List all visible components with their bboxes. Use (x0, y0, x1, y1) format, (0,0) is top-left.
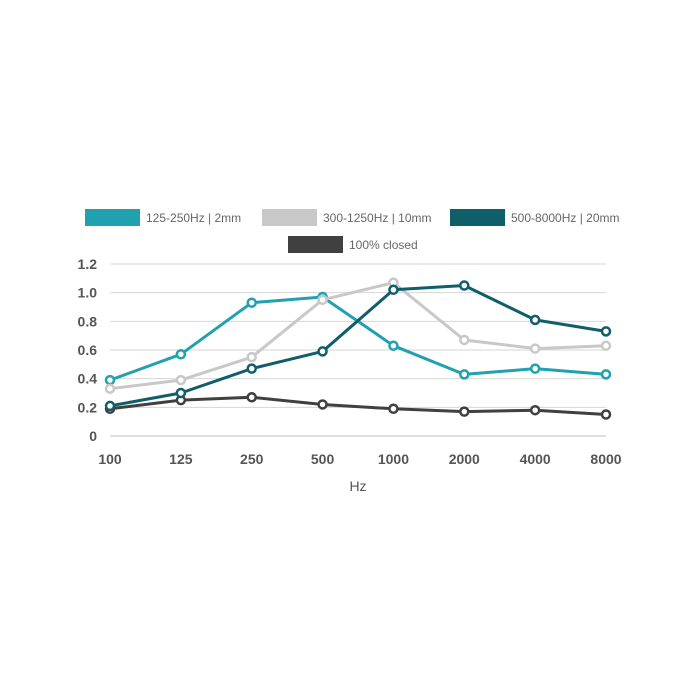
data-point (388, 340, 399, 351)
series-0 (104, 291, 612, 386)
data-point (600, 369, 612, 380)
data-point (388, 284, 399, 296)
series-line (109, 395, 607, 416)
legend-swatch (85, 209, 140, 226)
data-point (600, 326, 612, 337)
x-tick-label: 4000 (520, 451, 551, 467)
legend-label: 100% closed (349, 238, 418, 252)
x-tick-label: 250 (240, 451, 264, 467)
y-tick-label: 1.2 (78, 256, 98, 272)
y-tick-label: 0 (89, 428, 97, 444)
legend-label: 125-250Hz | 2mm (146, 211, 241, 225)
data-point (104, 374, 116, 386)
x-tick-label: 8000 (590, 451, 621, 467)
data-point (459, 406, 470, 417)
data-point (600, 340, 612, 351)
x-axis-title: Hz (349, 478, 366, 494)
x-tick-label: 100 (98, 451, 122, 467)
data-point (175, 387, 187, 399)
data-point (459, 369, 470, 380)
legend-swatch (450, 209, 505, 226)
y-tick-label: 1.0 (78, 285, 98, 301)
data-point (459, 280, 470, 291)
x-axis-ticks: 100 125 250 500 1000 2000 4000 8000 (98, 451, 621, 467)
data-point (104, 383, 116, 394)
data-point (459, 334, 470, 346)
y-axis-ticks: 0 0.2 0.4 0.6 0.8 1.0 1.2 (78, 256, 98, 444)
data-point (246, 392, 257, 403)
data-point (175, 374, 187, 386)
data-point (246, 297, 257, 308)
chart-series (104, 277, 612, 420)
data-point (529, 314, 541, 326)
data-point (529, 404, 541, 416)
series-line (109, 281, 607, 391)
x-tick-label: 1000 (378, 451, 409, 467)
legend-label: 500-8000Hz | 20mm (511, 211, 620, 225)
data-point (317, 346, 328, 357)
series-2 (104, 280, 612, 412)
data-point (600, 409, 612, 420)
y-tick-label: 0.6 (78, 342, 98, 358)
data-point (317, 294, 328, 306)
data-point (529, 343, 541, 354)
series-line (109, 284, 607, 408)
data-point (317, 399, 328, 410)
data-point (104, 400, 116, 412)
y-tick-label: 0.2 (78, 399, 98, 415)
data-point (246, 351, 257, 363)
x-tick-label: 125 (169, 451, 193, 467)
series-1 (104, 277, 612, 394)
data-point (388, 403, 399, 415)
chart-legend: 125-250Hz | 2mm 300-1250Hz | 10mm 500-8000… (85, 209, 620, 253)
legend-swatch (288, 236, 343, 253)
data-point (246, 363, 257, 374)
legend-swatch (262, 209, 317, 226)
x-tick-label: 2000 (449, 451, 480, 467)
y-tick-label: 0.4 (78, 371, 98, 387)
y-tick-label: 0.8 (78, 313, 98, 329)
data-point (529, 363, 541, 374)
x-tick-label: 500 (311, 451, 335, 467)
data-point (175, 349, 187, 360)
legend-label: 300-1250Hz | 10mm (323, 211, 432, 225)
